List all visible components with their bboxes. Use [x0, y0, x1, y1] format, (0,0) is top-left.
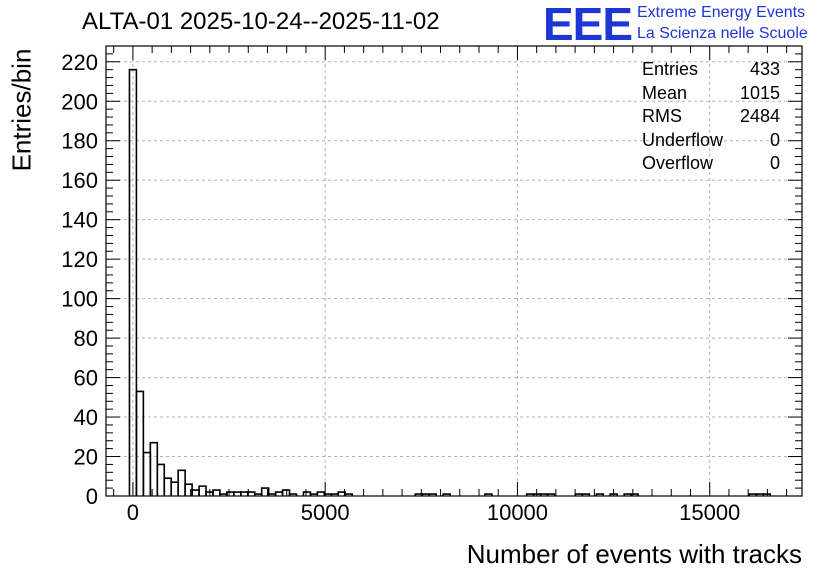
- y-axis-label: Entries/bin: [6, 48, 37, 172]
- stat-row-mean: Mean 1015: [642, 82, 780, 106]
- chart-title: ALTA-01 2025-10-24--2025-11-02: [82, 8, 440, 35]
- y-tick-label: 200: [61, 89, 98, 114]
- stat-value: 1015: [739, 82, 780, 103]
- histogram-bin: [442, 493, 451, 496]
- histogram-bin: [149, 441, 159, 496]
- y-tick-label: 120: [61, 247, 98, 272]
- plot-border: [105, 45, 803, 497]
- histogram-bin: [135, 390, 145, 496]
- y-tick-label: 160: [61, 168, 98, 193]
- stat-row-overflow: Overflow 0: [642, 152, 780, 176]
- stat-value: 0: [769, 153, 780, 173]
- histogram-bin: [762, 493, 772, 496]
- stat-label: Mean: [642, 82, 688, 103]
- grid-lines: [106, 46, 802, 496]
- x-tick-label: 10000: [487, 500, 548, 525]
- tick-labels: 0 5000 10000 15000 0 20 40 60 80 100 120 140 160 180 2…: [61, 50, 740, 525]
- histogram-bin: [156, 463, 166, 496]
- histogram-bin: [581, 493, 591, 496]
- plot-frame: [105, 45, 803, 497]
- stat-label: Overflow: [642, 153, 714, 173]
- histogram-bin: [177, 469, 186, 496]
- y-tick-label: 180: [61, 129, 98, 154]
- histogram-bin: [281, 489, 291, 496]
- histogram-bin: [128, 68, 138, 496]
- histogram-bin: [260, 487, 270, 496]
- stat-row-entries: Entries 433: [642, 58, 780, 82]
- histogram-bin: [191, 489, 200, 496]
- histogram-bin: [212, 489, 221, 496]
- y-tick-label: 80: [74, 326, 98, 351]
- y-tick-label: 60: [74, 366, 98, 391]
- histogram-bin: [484, 493, 493, 496]
- histogram-bin: [630, 493, 639, 496]
- y-tick-label: 40: [74, 405, 98, 430]
- stat-row-rms: RMS 2484: [642, 105, 780, 129]
- stat-value: 2484: [739, 106, 780, 126]
- stat-value: 0: [769, 129, 780, 150]
- stat-label: Underflow: [642, 129, 724, 150]
- stat-row-underflow: Underflow 0: [642, 129, 780, 153]
- y-tick-label: 220: [61, 50, 98, 75]
- stat-label: Entries: [642, 59, 699, 79]
- stat-value: 433: [749, 59, 780, 79]
- y-tick-label: 140: [61, 208, 98, 233]
- axis-ticks: [106, 45, 802, 497]
- y-tick-label: 100: [61, 287, 98, 312]
- logo-subtitle-1: Extreme Energy Events: [637, 4, 806, 21]
- histogram-bin: [595, 493, 605, 496]
- x-tick-label: 15000: [679, 500, 740, 525]
- histogram-bin: [288, 493, 298, 496]
- x-tick-label: 5000: [301, 500, 350, 525]
- stats-box: Entries 433 Mean 1015 RMS 2484 Underflow…: [642, 58, 780, 176]
- histogram-bin: [163, 477, 173, 496]
- logo-subtitle-2: La Scienza nelle Scuole: [637, 25, 808, 42]
- histogram-bin: [344, 493, 353, 496]
- histogram-bin: [428, 493, 437, 496]
- histogram-bin: [546, 493, 556, 496]
- y-tick-label: 0: [86, 484, 98, 509]
- histogram-bin: [142, 451, 152, 496]
- x-axis-label: Number of events with tracks: [466, 539, 802, 569]
- histogram-bin: [170, 481, 179, 496]
- stat-label: RMS: [642, 106, 682, 126]
- x-tick-label: 0: [127, 500, 139, 525]
- y-tick-label: 20: [74, 445, 98, 470]
- histogram-bin: [198, 485, 207, 496]
- eee-logo: EEE: [543, 0, 633, 50]
